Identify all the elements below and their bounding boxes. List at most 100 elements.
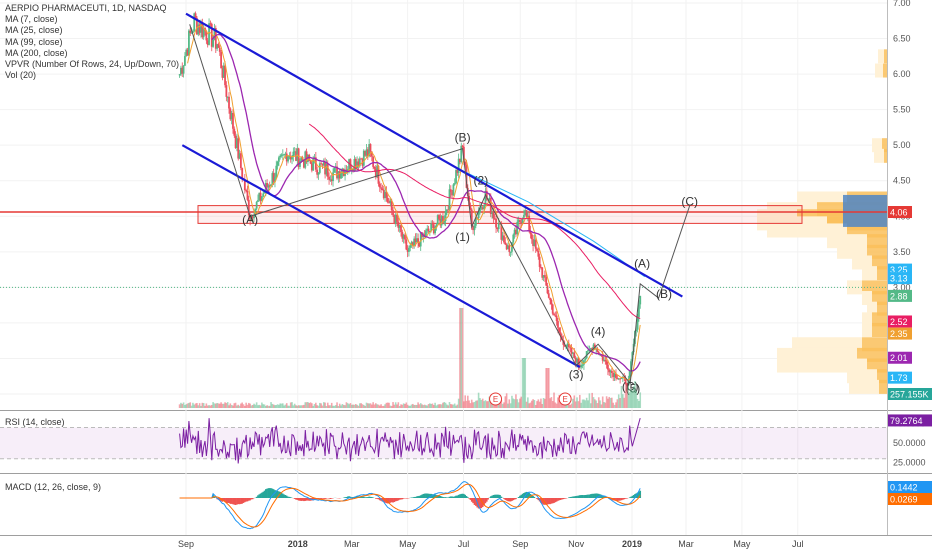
- volume-bar: [388, 402, 390, 408]
- price-badge: [888, 315, 912, 328]
- candle-body: [305, 151, 308, 162]
- volume-bar: [627, 388, 630, 408]
- volume-bar: [507, 403, 509, 408]
- macd-histogram-bar: [406, 498, 409, 499]
- macd-histogram-bar: [639, 490, 642, 498]
- candle-body: [267, 185, 270, 188]
- volume-bar: [589, 403, 592, 408]
- candle-body: [197, 24, 200, 35]
- volume-bar: [460, 308, 463, 408]
- candle-body: [526, 215, 529, 217]
- macd-histogram-bar: [225, 498, 228, 504]
- time-tick-label: Mar: [344, 539, 360, 549]
- volume-bar: [452, 404, 455, 408]
- candle-body: [336, 166, 338, 179]
- candle-body: [346, 169, 349, 172]
- macd-histogram-bar: [536, 498, 538, 499]
- volume-bar: [251, 404, 254, 408]
- volume-bar: [346, 403, 349, 408]
- macd-histogram-bar: [300, 498, 303, 501]
- macd-histogram-bar: [485, 498, 488, 502]
- volume-bar: [480, 399, 483, 408]
- macd-histogram-bar: [592, 493, 595, 498]
- volume-bar: [279, 403, 281, 408]
- macd-histogram-bar: [496, 494, 499, 498]
- vpvr-bar-down: [874, 148, 884, 163]
- volume-bar: [554, 402, 557, 408]
- macd-histogram-bar: [568, 497, 570, 498]
- candle-body: [442, 216, 444, 223]
- volume-bar: [459, 308, 461, 408]
- macd-histogram-bar: [561, 498, 563, 500]
- candle-body: [449, 189, 452, 192]
- candle-body: [524, 210, 527, 216]
- volume-bar: [624, 382, 627, 408]
- time-tick-label: Sep: [512, 539, 528, 549]
- macd-histogram-bar: [577, 495, 580, 498]
- macd-histogram-bar: [570, 496, 573, 498]
- volume-bar: [397, 402, 400, 408]
- macd-histogram-bar: [364, 497, 366, 498]
- macd-histogram-bar: [212, 494, 214, 498]
- macd-histogram-bar: [363, 496, 365, 498]
- macd-histogram-bar: [249, 498, 251, 501]
- candle-body: [537, 250, 540, 257]
- volume-bar: [376, 404, 378, 408]
- volume-bar: [450, 404, 452, 408]
- wave-label: (A): [242, 212, 258, 226]
- candle-body: [330, 179, 333, 182]
- macd-histogram-bar: [247, 498, 250, 501]
- macd-histogram-bar: [394, 498, 397, 502]
- candle-body: [289, 156, 292, 160]
- macd-histogram-bar: [634, 494, 636, 498]
- candle-body: [350, 169, 353, 171]
- volume-bar: [178, 404, 181, 408]
- candle-body: [397, 221, 400, 228]
- volume-bar: [350, 404, 353, 408]
- candle-body: [483, 205, 485, 210]
- candle-body: [540, 266, 542, 268]
- macd-histogram-bar: [464, 494, 466, 498]
- candle-body: [276, 161, 279, 166]
- price-badge-label: 3.13: [890, 274, 908, 284]
- candle-body: [566, 343, 569, 347]
- volume-bar: [417, 402, 419, 408]
- volume-bar: [261, 402, 263, 408]
- volume-bar: [315, 402, 317, 408]
- macd-histogram-bar: [631, 495, 634, 498]
- candle-body: [396, 214, 398, 222]
- volume-bar: [319, 402, 321, 408]
- macd-histogram-bar: [578, 495, 581, 498]
- candle-body: [461, 145, 464, 147]
- macd-histogram-bar: [418, 495, 421, 498]
- volume-bar: [626, 383, 628, 408]
- price-badge: [888, 272, 912, 285]
- volume-bar: [418, 404, 421, 408]
- volume-bar: [267, 405, 270, 408]
- macd-histogram-bar: [500, 496, 503, 498]
- volume-bar: [284, 404, 287, 408]
- macd-histogram-bar: [297, 498, 300, 501]
- macd-histogram-bar: [389, 498, 392, 503]
- volume-bar: [414, 404, 417, 408]
- volume-bar: [440, 404, 443, 408]
- candle-body: [536, 248, 538, 251]
- volume-bar: [415, 404, 418, 408]
- macd-histogram-bar: [563, 498, 566, 499]
- volume-bar: [357, 405, 360, 408]
- volume-bar: [230, 404, 233, 408]
- candle-body: [246, 191, 249, 200]
- macd-histogram-bar: [523, 493, 525, 498]
- volume-bar: [303, 404, 305, 408]
- macd-histogram-bar: [397, 498, 400, 501]
- candle-body: [178, 74, 181, 76]
- candle-body: [212, 39, 214, 47]
- candle-body: [507, 245, 509, 250]
- volume-bar: [320, 403, 322, 408]
- candle-body: [554, 315, 557, 317]
- candle-body: [559, 332, 562, 337]
- vpvr-bar-down: [792, 337, 862, 352]
- macd-histogram-bar: [365, 497, 368, 498]
- volume-bar: [594, 399, 596, 408]
